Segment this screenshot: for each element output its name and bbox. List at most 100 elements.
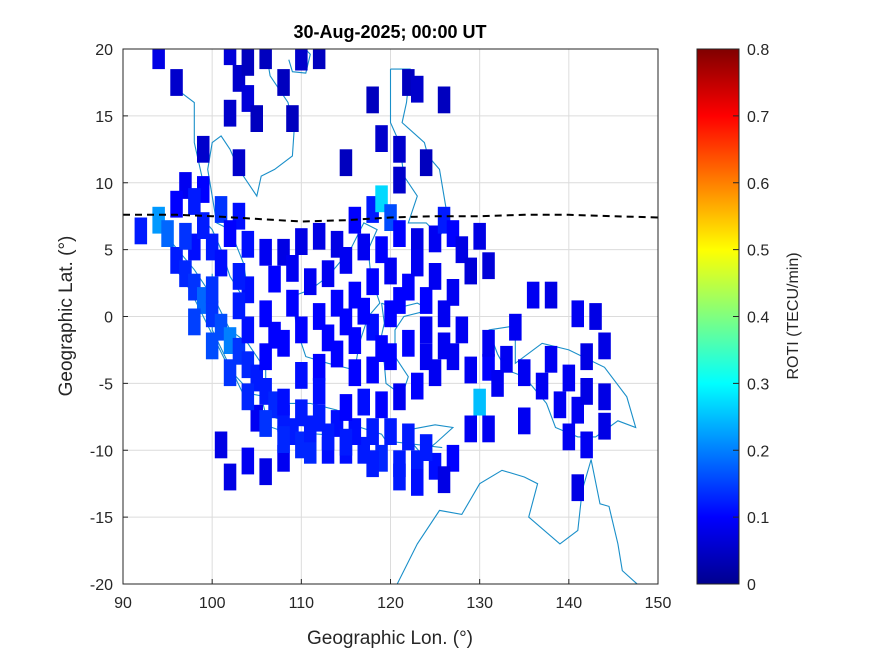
roti-cell	[589, 303, 602, 330]
roti-cell	[482, 252, 495, 280]
roti-cell	[437, 332, 451, 360]
roti-cell	[393, 383, 406, 411]
roti-cell	[205, 276, 219, 304]
roti-cell	[446, 444, 460, 472]
roti-cell	[428, 263, 442, 290]
roti-cell	[518, 359, 531, 387]
roti-cell	[473, 388, 486, 416]
x-tick-label: 140	[555, 595, 582, 612]
roti-cell	[419, 316, 433, 344]
roti-cell	[580, 431, 593, 459]
roti-cell	[571, 300, 584, 328]
roti-cell	[384, 418, 397, 445]
roti-cell	[464, 257, 477, 285]
roti-cell	[286, 105, 299, 132]
roti-cell	[312, 303, 326, 330]
roti-cell	[295, 228, 308, 255]
roti-cell	[214, 196, 228, 223]
roti-cell	[411, 228, 424, 255]
roti-cell	[419, 287, 433, 314]
roti-cell	[473, 222, 486, 250]
roti-cell	[197, 212, 210, 239]
roti-cell	[393, 287, 406, 314]
roti-cell	[419, 149, 433, 177]
roti-cell	[598, 332, 611, 360]
roti-cell	[375, 335, 388, 362]
y-tick-label: 0	[104, 310, 113, 327]
roti-cell	[339, 247, 353, 274]
roti-cell	[197, 135, 210, 163]
roti-cell	[375, 391, 388, 419]
roti-cell	[250, 105, 263, 132]
colorbar-tick-label: 0.1	[747, 510, 769, 527]
roti-cell	[232, 292, 246, 320]
roti-cell	[268, 265, 281, 293]
roti-cell	[232, 263, 246, 290]
colorbar-tick-label: 0.2	[747, 443, 769, 460]
y-tick-label: 10	[95, 176, 113, 193]
y-tick-label: -15	[90, 510, 113, 527]
roti-cell	[241, 447, 255, 475]
roti-cell	[562, 364, 576, 392]
roti-cell	[357, 388, 370, 416]
roti-cell	[161, 220, 174, 247]
roti-cell	[295, 362, 308, 389]
x-tick-label: 120	[377, 595, 404, 612]
roti-cell	[223, 359, 237, 387]
roti-cell	[419, 434, 433, 461]
roti-cell	[223, 463, 237, 491]
colorbar	[696, 48, 740, 585]
roti-cell	[393, 220, 406, 247]
roti-cell	[518, 407, 531, 435]
roti-cell	[366, 268, 379, 296]
roti-cell	[411, 75, 424, 103]
x-axis: 90 100 110 120 130 140 150	[114, 579, 671, 612]
x-tick-label: 100	[199, 595, 226, 612]
roti-cell	[259, 238, 272, 266]
roti-cell	[223, 99, 237, 127]
roti-cell	[277, 69, 290, 96]
roti-cell	[375, 236, 388, 264]
roti-cell	[304, 436, 317, 464]
roti-cell	[366, 418, 379, 445]
roti-cell	[277, 426, 290, 453]
roti-cell	[366, 356, 379, 384]
roti-cell	[223, 220, 237, 247]
roti-cell	[482, 415, 495, 443]
y-tick-label: -10	[90, 443, 113, 460]
roti-cell	[179, 222, 192, 250]
chart-title: 30-Aug-2025; 00:00 UT	[293, 22, 486, 42]
y-tick-label: -5	[99, 376, 113, 393]
roti-cell-layer	[134, 49, 611, 502]
roti-cell	[312, 378, 326, 405]
roti-cell	[152, 49, 165, 70]
x-tick-label: 110	[289, 595, 315, 612]
roti-cell	[286, 255, 299, 282]
roti-cell	[375, 125, 388, 152]
roti-cell	[223, 49, 237, 66]
roti-cell	[509, 313, 522, 341]
colorbar-tick-label: 0	[747, 577, 756, 594]
roti-cell	[437, 300, 451, 328]
roti-cell	[321, 324, 335, 352]
roti-cell	[339, 428, 353, 456]
roti-cell	[134, 217, 148, 245]
roti-cell	[295, 316, 308, 344]
colorbar-tick-label: 0.6	[747, 176, 769, 193]
roti-cell	[241, 383, 255, 411]
roti-cell	[402, 423, 415, 451]
roti-cell	[464, 356, 477, 384]
roti-cell	[170, 190, 183, 218]
roti-cell	[348, 359, 362, 387]
roti-cell	[437, 466, 451, 494]
roti-cell	[411, 469, 424, 496]
roti-cell	[188, 308, 201, 336]
roti-cell	[295, 49, 308, 71]
roti-cell	[393, 166, 406, 194]
roti-cell	[321, 423, 335, 451]
roti-cell	[598, 383, 611, 411]
roti-cell	[535, 372, 549, 400]
x-tick-label: 130	[466, 595, 493, 612]
roti-cell	[544, 281, 558, 309]
roti-cell	[411, 249, 424, 277]
